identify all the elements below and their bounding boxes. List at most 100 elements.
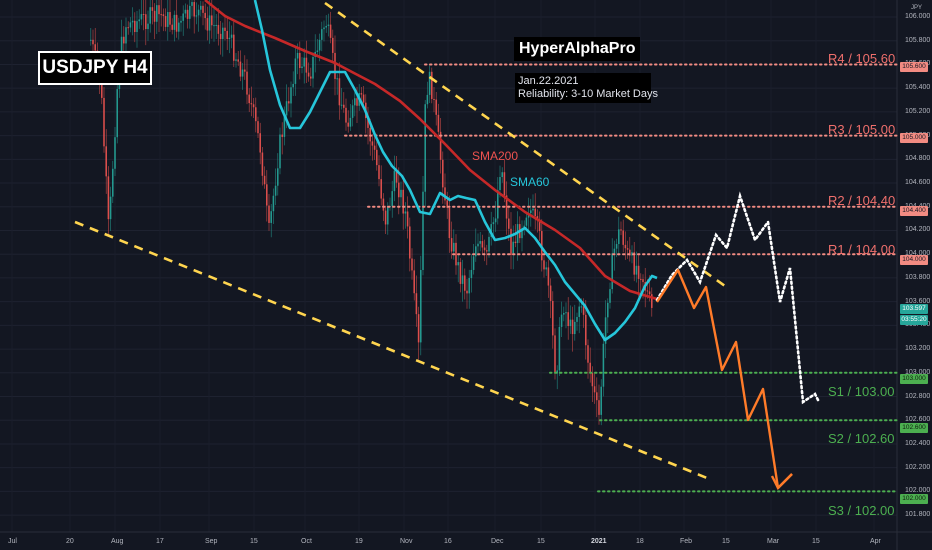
candle-body (501, 172, 503, 178)
sma200-line (204, 0, 658, 301)
candle-body (222, 27, 224, 40)
candle-body (145, 14, 147, 30)
candle-body (433, 98, 435, 100)
candle-body (138, 19, 140, 22)
candle-body (367, 118, 369, 128)
candlestick-series (90, 0, 653, 426)
y-tick-label: 103.800 (905, 273, 931, 281)
candle-body (571, 319, 574, 335)
candle-body (228, 37, 231, 40)
x-tick-label: 15 (537, 538, 545, 545)
candle-body (323, 27, 325, 30)
level-label-r2: R2 / 104.40 (828, 193, 896, 208)
candle-body (191, 2, 193, 6)
candle-body (345, 107, 347, 123)
candle-body (479, 241, 481, 244)
candle-body (362, 94, 365, 103)
candle-body (580, 306, 583, 308)
price-tag-s3: 102.000 (900, 494, 928, 504)
candle-body (618, 229, 620, 245)
candle-body (257, 121, 259, 134)
candle-body (472, 256, 475, 270)
candle-body (400, 189, 402, 198)
x-tick-label: Feb (680, 538, 693, 545)
projection-white-path (655, 191, 820, 405)
candle-body (444, 187, 446, 201)
candle-body (153, 10, 156, 22)
candle-body (197, 9, 200, 16)
y-tick-label: 105.400 (905, 84, 931, 92)
last-price-tag: 103.597 (900, 304, 928, 314)
candle-body (299, 52, 301, 69)
candle-body (545, 267, 547, 270)
candle-body (239, 61, 242, 77)
level-label-s3: S3 / 102.00 (828, 503, 895, 518)
candle-body (224, 27, 226, 31)
candle-body (175, 14, 178, 32)
candle-body (455, 242, 457, 266)
candle-body (310, 76, 312, 79)
candle-body (120, 36, 123, 64)
candle-body (611, 253, 613, 290)
candle-body (598, 400, 600, 415)
candle-body (574, 321, 576, 335)
candle-body (486, 250, 488, 252)
candle-body (169, 12, 171, 25)
candle-body (431, 71, 433, 99)
y-tick-label: 103.600 (905, 297, 931, 305)
x-tick-label: 15 (812, 538, 820, 545)
candle-body (494, 218, 497, 223)
candle-body (296, 52, 299, 59)
x-tick-label: Oct (301, 538, 312, 545)
candle-body (453, 242, 455, 252)
candle-body (173, 14, 176, 30)
candle-body (466, 290, 468, 294)
channel-upper-line (324, 1, 726, 288)
price-tag-s2: 102.600 (900, 423, 928, 433)
candle-body (384, 210, 387, 225)
candle-body (470, 269, 473, 279)
candle-body (305, 57, 308, 73)
candle-body (290, 87, 292, 104)
projection-arrowhead (770, 473, 793, 491)
candle-body (578, 306, 580, 317)
info-box: Jan.22.2021 Reliability: 3-10 Market Day… (515, 73, 658, 103)
candle-body (178, 22, 180, 32)
candle-body (391, 191, 393, 207)
candle-body (340, 104, 343, 106)
candle-body (217, 24, 220, 34)
projection-orange-path (655, 268, 793, 490)
candle-body (512, 241, 514, 256)
candle-body (219, 33, 222, 40)
x-tick-label: Nov (400, 538, 413, 545)
candle-body (567, 312, 569, 327)
candle-body (116, 89, 118, 138)
candle-body (415, 293, 418, 315)
candle-body (538, 219, 541, 232)
candle-body (417, 314, 420, 343)
trend-channel (74, 1, 726, 482)
price-tag-r3: 105.000 (900, 133, 928, 143)
candle-body (336, 78, 338, 80)
candle-body (184, 9, 187, 14)
candle-body (596, 392, 598, 401)
candle-body (244, 69, 246, 72)
candle-body (371, 141, 374, 146)
candle-body (268, 205, 270, 223)
candle-body (395, 170, 398, 183)
candle-body (642, 279, 644, 283)
y-tick-label: 105.800 (905, 36, 931, 44)
candle-body (393, 170, 396, 192)
y-tick-label: 104.000 (905, 250, 931, 258)
candle-body (378, 165, 380, 180)
moving-average-lines (204, 0, 658, 342)
candle-body (646, 290, 649, 292)
level-label-r4: R4 / 105.60 (828, 51, 896, 66)
candle-body (409, 226, 411, 259)
y-tick-label: 102.600 (905, 416, 931, 424)
support-resistance-lines (344, 63, 898, 493)
x-tick-label: 17 (156, 538, 164, 545)
candle-body (351, 105, 354, 118)
candle-body (547, 267, 550, 286)
candle-body (406, 211, 409, 227)
